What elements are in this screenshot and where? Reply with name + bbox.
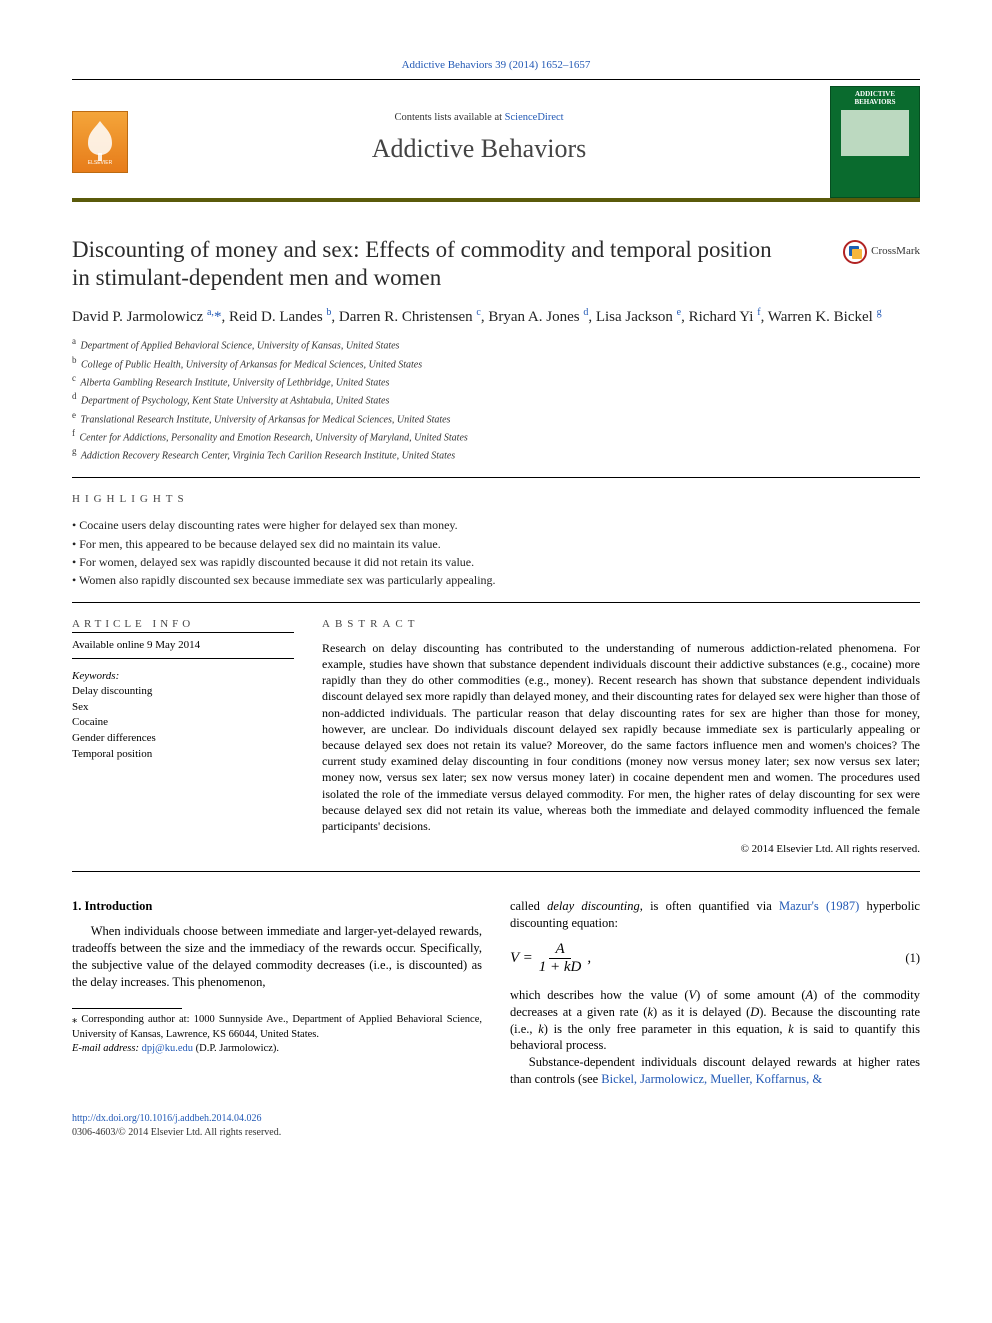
contents-prefix: Contents lists available at xyxy=(394,112,504,123)
journal-cover-thumbnail[interactable]: ADDICTIVE BEHAVIORS xyxy=(830,86,920,198)
header-center: Contents lists available at ScienceDirec… xyxy=(128,107,830,176)
header-band: ELSEVIER Contents lists available at Sci… xyxy=(72,79,920,202)
t2: , is often quantified via xyxy=(640,899,779,913)
abstract-copyright: © 2014 Elsevier Ltd. All rights reserved… xyxy=(322,842,920,857)
title-block: Discounting of money and sex: Effects of… xyxy=(72,236,920,292)
body-columns: 1. Introduction When individuals choose … xyxy=(72,898,920,1088)
info-abstract-row: article info Available online 9 May 2014… xyxy=(72,617,920,857)
divider xyxy=(72,602,920,603)
keyword-item: Temporal position xyxy=(72,747,294,763)
keyword-item: Cocaine xyxy=(72,715,294,731)
bickel-et-al-link[interactable]: Bickel, Jarmolowicz, Mueller, Koffarnus,… xyxy=(601,1072,822,1086)
publisher-logo[interactable]: ELSEVIER xyxy=(72,111,128,173)
intro-para-right-1: called delay discounting, is often quant… xyxy=(510,898,920,932)
footer: http://dx.doi.org/10.1016/j.addbeh.2014.… xyxy=(72,1112,920,1139)
abstract-text: Research on delay discounting has contri… xyxy=(322,640,920,834)
keywords-label: Keywords: xyxy=(72,669,294,684)
elsevier-text: ELSEVIER xyxy=(88,160,113,165)
email-label: E-mail address: xyxy=(72,1043,139,1054)
article-info-column: article info Available online 9 May 2014… xyxy=(72,617,294,857)
footnotes: ⁎ Corresponding author at: 1000 Sunnysid… xyxy=(72,1013,482,1056)
corresponding-author: ⁎ Corresponding author at: 1000 Sunnysid… xyxy=(72,1013,482,1041)
divider xyxy=(72,477,920,478)
highlights-label: HIGHLIGHTS xyxy=(72,492,920,507)
sciencedirect-link[interactable]: ScienceDirect xyxy=(505,112,564,123)
footnote-rule xyxy=(72,1008,182,1009)
intro-heading: 1. Introduction xyxy=(72,898,482,915)
keyword-item: Gender differences xyxy=(72,731,294,747)
crossmark-widget[interactable]: CrossMark xyxy=(843,240,920,264)
affiliation-item: g Addiction Recovery Research Center, Vi… xyxy=(72,445,920,463)
intro-para-right-2: which describes how the value (V) of som… xyxy=(510,987,920,1055)
equation-1: V = A 1 + kD , xyxy=(510,942,591,975)
email-line: E-mail address: dpj@ku.edu (D.P. Jarmolo… xyxy=(72,1042,482,1056)
t1: called xyxy=(510,899,547,913)
intro-para-right-3: Substance-dependent individuals discount… xyxy=(510,1054,920,1088)
eqn-lhs: V = xyxy=(510,948,533,968)
elsevier-tree-icon: ELSEVIER xyxy=(80,119,120,165)
article-title: Discounting of money and sex: Effects of… xyxy=(72,236,792,292)
eqn-fraction: A 1 + kD xyxy=(539,942,582,975)
crossmark-label: CrossMark xyxy=(871,244,920,259)
authors-list: David P. Jarmolowicz a,*, Reid D. Landes… xyxy=(72,306,920,327)
crossmark-icon xyxy=(843,240,867,264)
divider xyxy=(72,871,920,872)
intro-para-left: When individuals choose between immediat… xyxy=(72,923,482,991)
doi-link[interactable]: http://dx.doi.org/10.1016/j.addbeh.2014.… xyxy=(72,1113,262,1124)
keywords-list: Delay discountingSexCocaineGender differ… xyxy=(72,684,294,764)
journal-ref-link[interactable]: Addictive Behaviors 39 (2014) 1652–1657 xyxy=(402,59,591,71)
journal-name: Addictive Behaviors xyxy=(128,131,830,166)
highlights-section: HIGHLIGHTS Cocaine users delay discounti… xyxy=(72,492,920,588)
right-column: called delay discounting, is often quant… xyxy=(510,898,920,1088)
equation-number: (1) xyxy=(905,950,920,967)
affiliations-list: a Department of Applied Behavioral Scien… xyxy=(72,335,920,463)
journal-reference[interactable]: Addictive Behaviors 39 (2014) 1652–1657 xyxy=(72,58,920,73)
keyword-item: Sex xyxy=(72,700,294,716)
email-link[interactable]: dpj@ku.edu xyxy=(142,1043,193,1054)
affiliation-item: c Alberta Gambling Research Institute, U… xyxy=(72,372,920,390)
left-column: 1. Introduction When individuals choose … xyxy=(72,898,482,1088)
issn-copyright: 0306-4603/© 2014 Elsevier Ltd. All right… xyxy=(72,1127,281,1138)
cover-title: ADDICTIVE BEHAVIORS xyxy=(835,91,915,106)
abstract-label: ABSTRACT xyxy=(322,617,920,632)
eqn-tail: , xyxy=(587,948,591,968)
abstract-column: ABSTRACT Research on delay discounting h… xyxy=(322,617,920,857)
highlight-item: For men, this appeared to be because del… xyxy=(72,536,920,552)
cover-image-placeholder xyxy=(841,110,909,156)
affiliation-item: d Department of Psychology, Kent State U… xyxy=(72,390,920,408)
equation-row: V = A 1 + kD , (1) xyxy=(510,942,920,975)
eqn-numerator: A xyxy=(549,942,570,959)
affiliation-item: a Department of Applied Behavioral Scien… xyxy=(72,335,920,353)
mazur-1987-link[interactable]: Mazur's (1987) xyxy=(779,899,859,913)
highlight-item: Women also rapidly discounted sex becaus… xyxy=(72,572,920,588)
highlights-list: Cocaine users delay discounting rates we… xyxy=(72,517,920,588)
affiliation-item: f Center for Addictions, Personality and… xyxy=(72,427,920,445)
email-person: (D.P. Jarmolowicz). xyxy=(196,1043,279,1054)
available-online: Available online 9 May 2014 xyxy=(72,632,294,659)
highlight-item: For women, delayed sex was rapidly disco… xyxy=(72,554,920,570)
contents-line: Contents lists available at ScienceDirec… xyxy=(128,111,830,125)
keyword-item: Delay discounting xyxy=(72,684,294,700)
eqn-denominator: 1 + kD xyxy=(539,959,582,975)
article-info-label: article info xyxy=(72,617,294,632)
page: Addictive Behaviors 39 (2014) 1652–1657 … xyxy=(0,0,992,1181)
affiliation-item: e Translational Research Institute, Univ… xyxy=(72,409,920,427)
delay-discounting-term: delay discounting xyxy=(547,899,640,913)
affiliation-item: b College of Public Health, University o… xyxy=(72,354,920,372)
highlight-item: Cocaine users delay discounting rates we… xyxy=(72,517,920,533)
